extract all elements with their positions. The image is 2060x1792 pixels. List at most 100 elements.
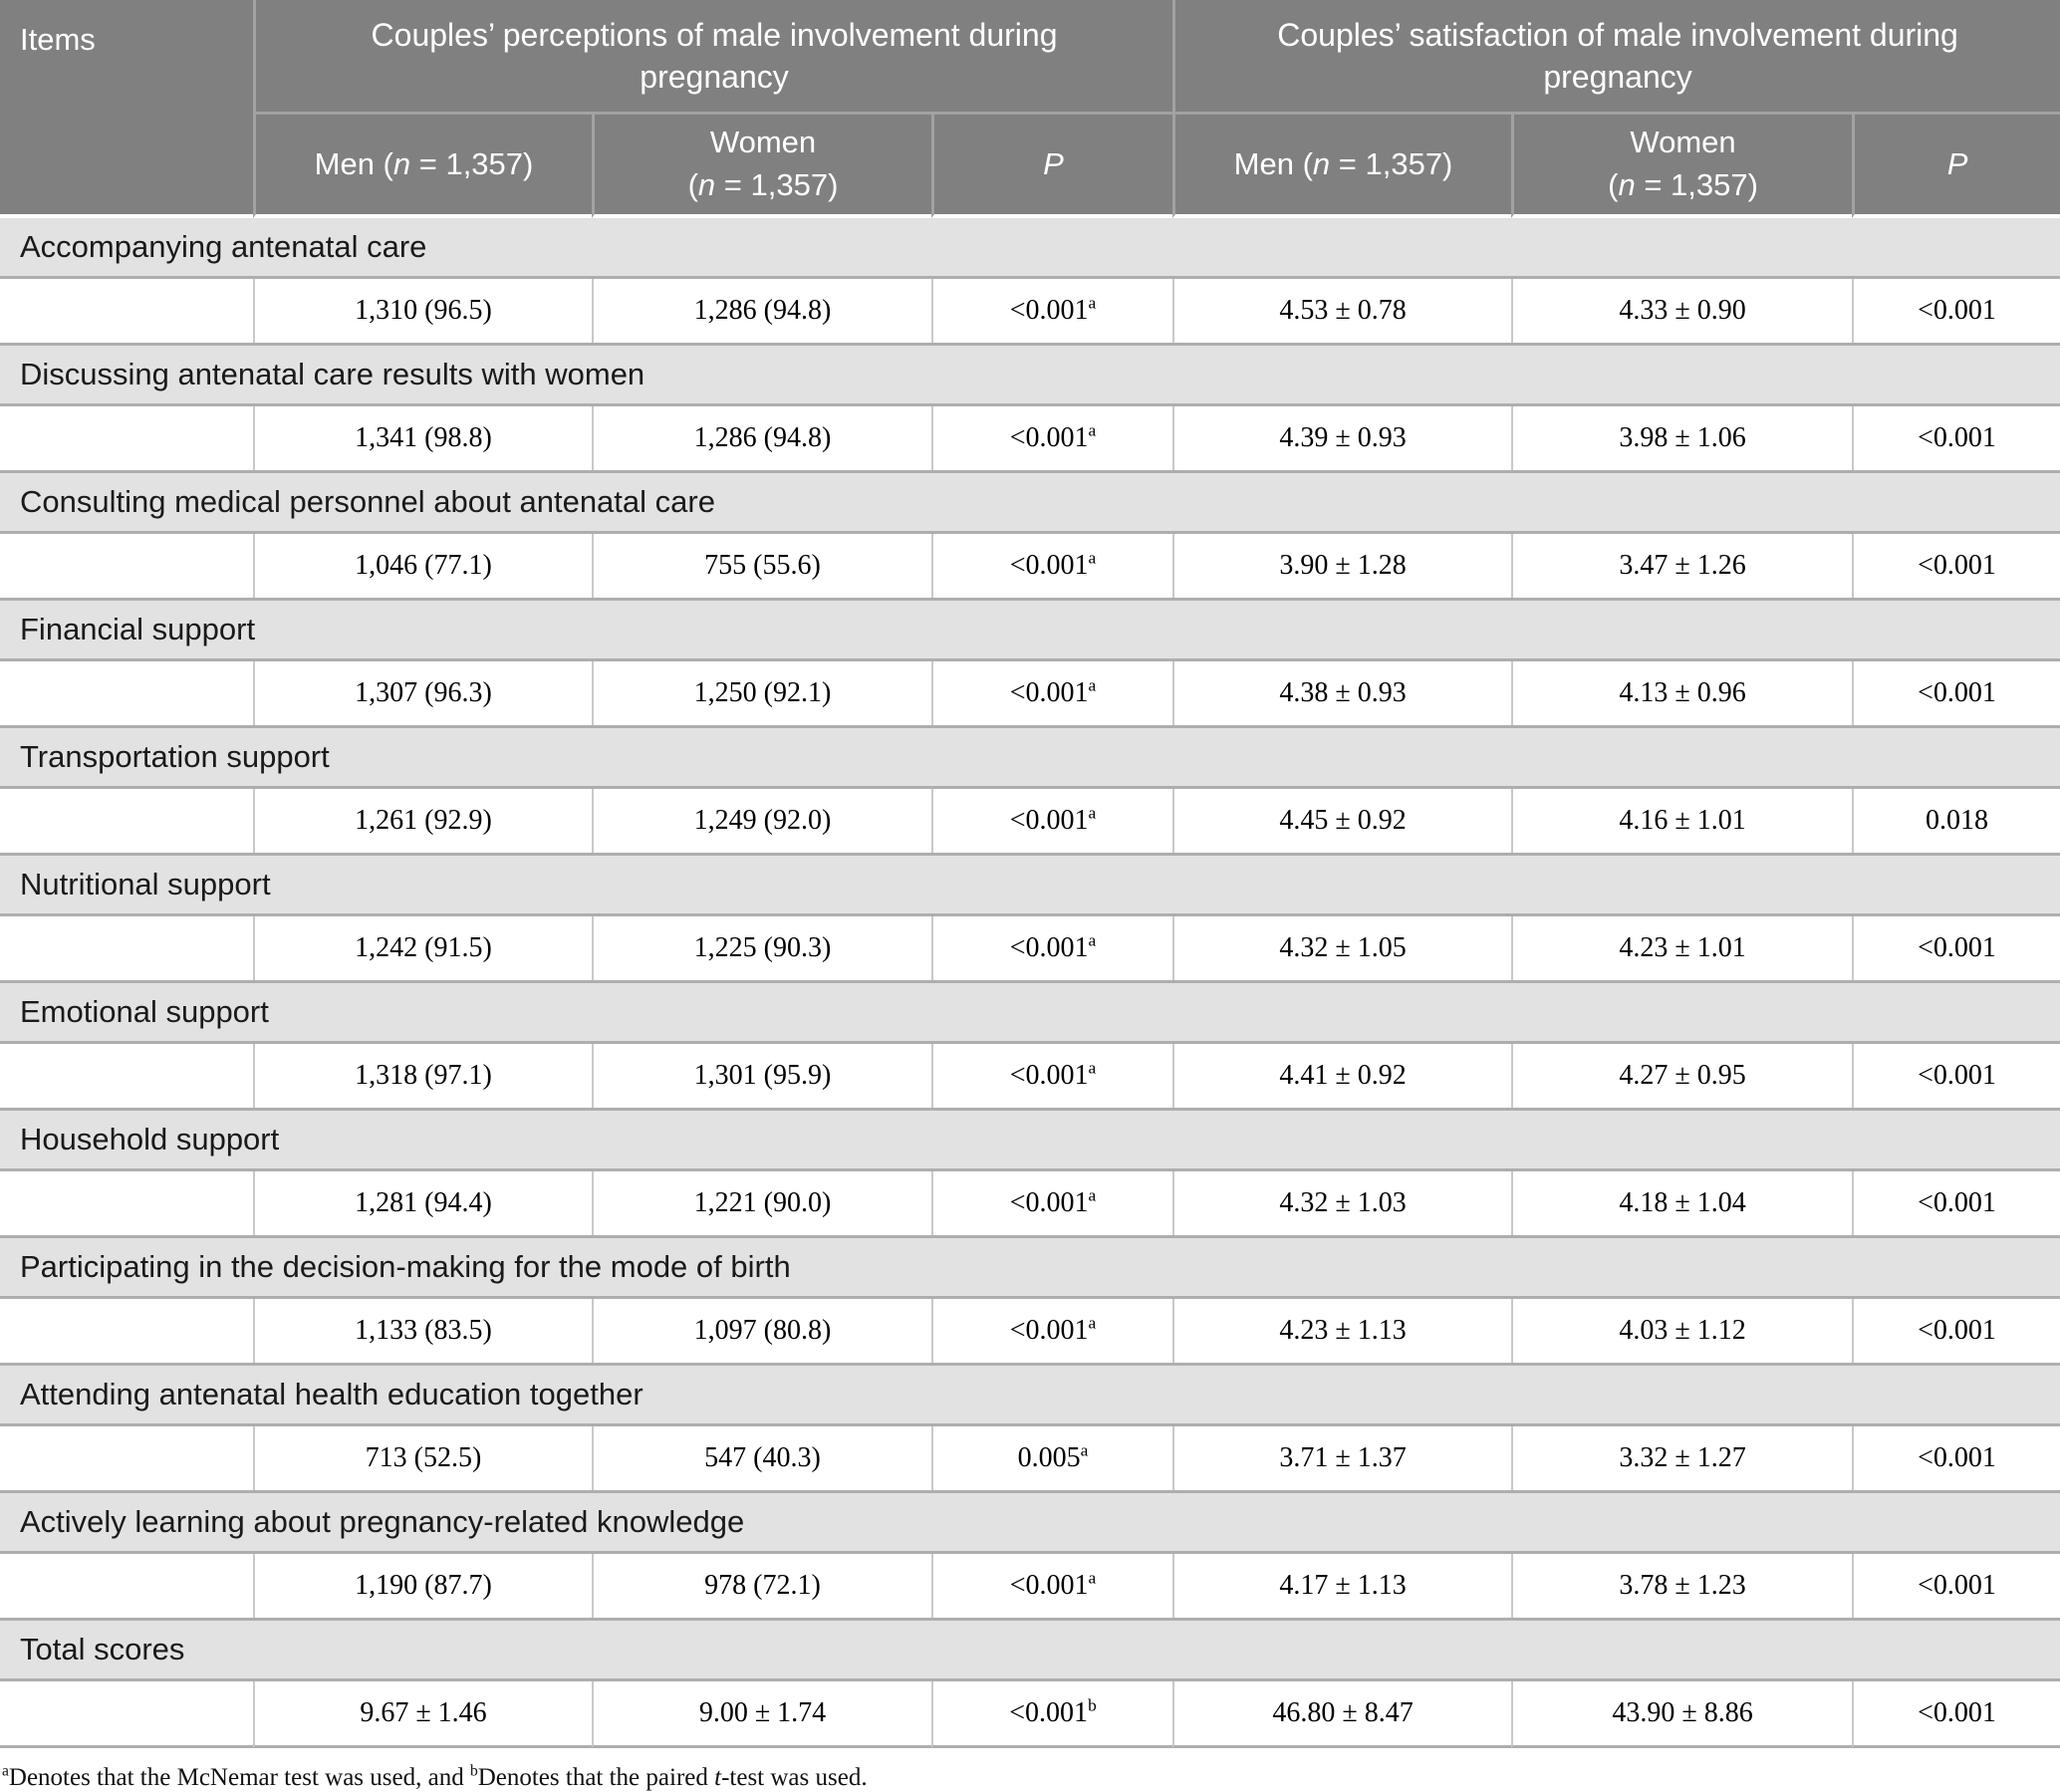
data-cell: 4.39 ± 0.93: [1172, 406, 1512, 470]
data-cell: 4.13 ± 0.96: [1511, 661, 1853, 725]
data-cell: <0.001a: [931, 1171, 1173, 1235]
table-footnote: aDenotes that the McNemar test was used,…: [2, 1762, 868, 1791]
section-row: Accompanying antenatal care: [0, 218, 2060, 279]
col-header-men-perceptions: Men (n = 1,357): [253, 115, 592, 218]
data-cell: <0.001a: [931, 916, 1173, 980]
section-row: Total scores: [0, 1618, 2060, 1681]
data-cell: 1,286 (94.8): [592, 406, 931, 470]
section-row: Consulting medical personnel about anten…: [0, 470, 2060, 534]
data-cell: 3.32 ± 1.27: [1511, 1426, 1853, 1490]
data-cell: <0.001: [1852, 661, 2060, 725]
data-cell: 547 (40.3): [592, 1426, 931, 1490]
items-empty-cell: [0, 661, 253, 725]
section-label: Emotional support: [0, 980, 2060, 1044]
section-label: Transportation support: [0, 725, 2060, 789]
data-cell: 4.23 ± 1.01: [1511, 916, 1853, 980]
col-header-items: Items: [0, 0, 253, 218]
data-row: 1,046 (77.1) 755 (55.6) <0.001a 3.90 ± 1.28…: [0, 534, 2060, 598]
items-empty-cell: [0, 1171, 253, 1235]
data-cell: 46.80 ± 8.47: [1172, 1681, 1512, 1748]
col-header-women-satisfaction: Women (n = 1,357): [1511, 115, 1853, 218]
data-cell: 3.90 ± 1.28: [1172, 534, 1512, 598]
section-row: Financial support: [0, 598, 2060, 661]
data-cell: <0.001a: [931, 661, 1173, 725]
items-empty-cell: [0, 1426, 253, 1490]
data-cell: 1,307 (96.3): [253, 661, 592, 725]
data-row: 1,261 (92.9) 1,249 (92.0) <0.001a 4.45 ± 0.…: [0, 789, 2060, 853]
sub-header-row: Men (n = 1,357) Women (n = 1,357) P Men (n =…: [0, 115, 2060, 218]
data-cell: 3.78 ± 1.23: [1511, 1554, 1853, 1618]
data-cell: <0.001: [1852, 279, 2060, 343]
section-row: Transportation support: [0, 725, 2060, 789]
data-cell: 9.67 ± 1.46: [253, 1681, 592, 1748]
data-cell: 1,097 (80.8): [592, 1299, 931, 1363]
data-cell: 4.03 ± 1.12: [1511, 1299, 1853, 1363]
data-cell: 4.16 ± 1.01: [1511, 789, 1853, 853]
data-cell: <0.001: [1852, 1681, 2060, 1748]
data-cell: 3.47 ± 1.26: [1511, 534, 1853, 598]
section-row: Attending antenatal health education tog…: [0, 1363, 2060, 1426]
data-cell: 1,281 (94.4): [253, 1171, 592, 1235]
data-cell: 755 (55.6): [592, 534, 931, 598]
data-cell: 4.32 ± 1.03: [1172, 1171, 1512, 1235]
data-cell: <0.001: [1852, 1044, 2060, 1108]
data-cell: 1,310 (96.5): [253, 279, 592, 343]
table-body: Accompanying antenatal care 1,310 (96.5) 1…: [0, 218, 2060, 1748]
section-label: Nutritional support: [0, 853, 2060, 916]
data-cell: 1,341 (98.8): [253, 406, 592, 470]
col-header-p-satisfaction: P: [1852, 115, 2060, 218]
section-label: Attending antenatal health education tog…: [0, 1363, 2060, 1426]
section-row: Nutritional support: [0, 853, 2060, 916]
data-row: 1,242 (91.5) 1,225 (90.3) <0.001a 4.32 ± 1.…: [0, 916, 2060, 980]
col-header-men-satisfaction: Men (n = 1,357): [1172, 115, 1512, 218]
data-cell: 1,221 (90.0): [592, 1171, 931, 1235]
data-cell: 1,261 (92.9): [253, 789, 592, 853]
group-header-satisfaction: Couples’ satisfaction of male involvemen…: [1172, 0, 2060, 115]
data-cell: <0.001: [1852, 1426, 2060, 1490]
data-cell: <0.001: [1852, 916, 2060, 980]
items-empty-cell: [0, 406, 253, 470]
data-row: 1,341 (98.8) 1,286 (94.8) <0.001a 4.39 ± 0.…: [0, 406, 2060, 470]
data-cell: 4.17 ± 1.13: [1172, 1554, 1512, 1618]
items-empty-cell: [0, 789, 253, 853]
data-cell: <0.001a: [931, 1554, 1173, 1618]
data-cell: 1,250 (92.1): [592, 661, 931, 725]
data-cell: 4.53 ± 0.78: [1172, 279, 1512, 343]
data-cell: 1,286 (94.8): [592, 279, 931, 343]
data-cell: 1,225 (90.3): [592, 916, 931, 980]
section-row: Emotional support: [0, 980, 2060, 1044]
col-header-women-perceptions: Women (n = 1,357): [592, 115, 931, 218]
data-row: 1,307 (96.3) 1,250 (92.1) <0.001a 4.38 ± 0.…: [0, 661, 2060, 725]
data-cell: <0.001b: [931, 1681, 1173, 1748]
section-row: Participating in the decision-making for…: [0, 1235, 2060, 1299]
data-row: 1,318 (97.1) 1,301 (95.9) <0.001a 4.41 ± 0.…: [0, 1044, 2060, 1108]
data-cell: 3.71 ± 1.37: [1172, 1426, 1512, 1490]
data-cell: 43.90 ± 8.86: [1511, 1681, 1853, 1748]
section-label: Actively learning about pregnancy-relate…: [0, 1490, 2060, 1554]
section-label: Participating in the decision-making for…: [0, 1235, 2060, 1299]
male-involvement-table: Items Couples’ perceptions of male invol…: [0, 0, 2060, 1748]
items-empty-cell: [0, 534, 253, 598]
data-row: 713 (52.5) 547 (40.3) 0.005a 3.71 ± 1.37 3.3…: [0, 1426, 2060, 1490]
items-empty-cell: [0, 1681, 253, 1748]
data-cell: 1,242 (91.5): [253, 916, 592, 980]
data-cell: 3.98 ± 1.06: [1511, 406, 1853, 470]
section-label: Financial support: [0, 598, 2060, 661]
data-cell: <0.001a: [931, 789, 1173, 853]
data-cell: <0.001: [1852, 534, 2060, 598]
data-cell: 1,133 (83.5): [253, 1299, 592, 1363]
data-cell: 4.41 ± 0.92: [1172, 1044, 1512, 1108]
group-header-row: Items Couples’ perceptions of male invol…: [0, 0, 2060, 218]
data-cell: <0.001a: [931, 1299, 1173, 1363]
section-label: Consulting medical personnel about anten…: [0, 470, 2060, 534]
data-cell: 4.38 ± 0.93: [1172, 661, 1512, 725]
data-row: 9.67 ± 1.46 9.00 ± 1.74 <0.001b 46.80 ± 8.4…: [0, 1681, 2060, 1748]
section-label: Household support: [0, 1108, 2060, 1171]
col-header-p-perceptions: P: [931, 115, 1173, 218]
data-cell: 0.005a: [931, 1426, 1173, 1490]
data-cell: 713 (52.5): [253, 1426, 592, 1490]
section-label: Discussing antenatal care results with w…: [0, 343, 2060, 406]
data-cell: 4.32 ± 1.05: [1172, 916, 1512, 980]
data-cell: <0.001: [1852, 1299, 2060, 1363]
